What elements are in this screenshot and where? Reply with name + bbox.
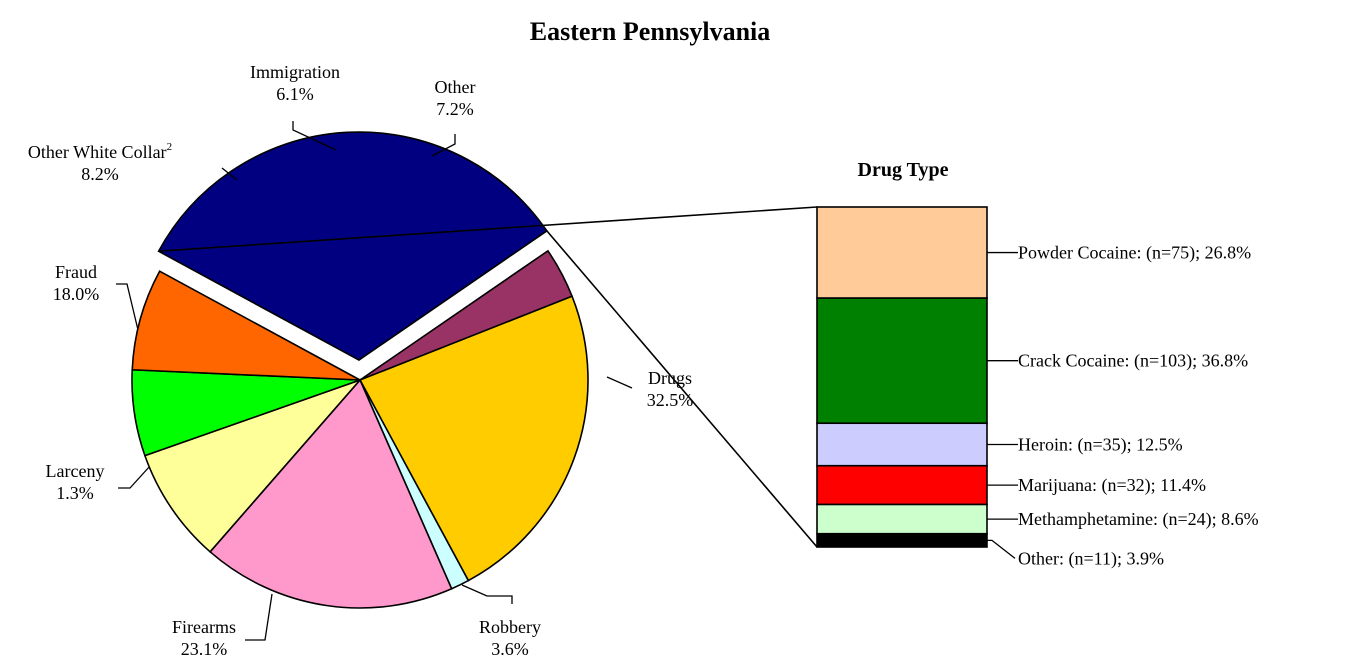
segment-label-powder-cocaine: Powder Cocaine: (n=75); 26.8% xyxy=(1018,243,1251,264)
segment-label-heroin: Heroin: (n=35); 12.5% xyxy=(1018,434,1183,455)
slice-label-immigration: Immigration 6.1% xyxy=(250,62,340,104)
segment-label-other: Other: (n=11); 3.9% xyxy=(1018,548,1164,569)
leader-line-larceny xyxy=(118,465,151,489)
slice-label-other: Other 7.2% xyxy=(435,77,476,119)
leader-line-other xyxy=(431,134,456,157)
leader-line-robbery xyxy=(461,584,513,604)
leader-line-drugs xyxy=(606,376,633,389)
slice-label-robbery: Robbery 3.6% xyxy=(479,617,541,659)
segment-leader-other xyxy=(987,539,1016,559)
bar-segment-heroin xyxy=(816,422,988,467)
pie-slice-drugs xyxy=(157,131,548,361)
bar-segment-methamphetamine xyxy=(816,503,988,535)
drug-type-title: Drug Type xyxy=(858,159,949,181)
segment-label-marijuana: Marijuana: (n=32); 11.4% xyxy=(1018,475,1206,496)
slice-label-fraud: Fraud 18.0% xyxy=(53,262,100,304)
pie-slice-other xyxy=(131,270,361,381)
segment-label-methamphetamine: Methamphetamine: (n=24); 8.6% xyxy=(1018,509,1259,530)
segment-label-crack-cocaine: Crack Cocaine: (n=103); 36.8% xyxy=(1018,351,1248,372)
bar-segment-other xyxy=(816,532,988,548)
leader-line-firearms xyxy=(245,593,273,641)
pie-slice-firearms xyxy=(358,295,589,582)
slice-label-other-white-collar: Other White Collar2 8.2% xyxy=(28,141,172,184)
leader-line-other-white-collar xyxy=(221,167,238,181)
leader-line-fraud xyxy=(116,283,139,331)
pie-slice-fraud xyxy=(208,378,453,609)
connector-line-top xyxy=(158,206,818,253)
chart-title: Eastern Pennsylvania xyxy=(530,17,771,46)
slice-label-firearms: Firearms 23.1% xyxy=(172,617,236,659)
bar-segment-marijuana xyxy=(816,464,988,506)
leader-line-immigration xyxy=(292,121,337,151)
bar-segment-crack-cocaine xyxy=(816,297,988,425)
slice-label-drugs: Drugs 32.5% xyxy=(647,368,694,410)
bar-segment-powder-cocaine xyxy=(816,206,988,299)
pie-chart: Drugs 32.5% Robbery 3.6% Firearms 23.1% Larcen… xyxy=(28,62,818,659)
connector-line-bottom xyxy=(546,230,818,548)
slice-label-larceny: Larceny 1.3% xyxy=(46,461,105,503)
pie-slice-other-white-collar xyxy=(143,378,363,553)
drug-type-stacked-bar: Drug Type Powder Cocaine: (n=75); 26.8% C… xyxy=(816,159,1259,569)
